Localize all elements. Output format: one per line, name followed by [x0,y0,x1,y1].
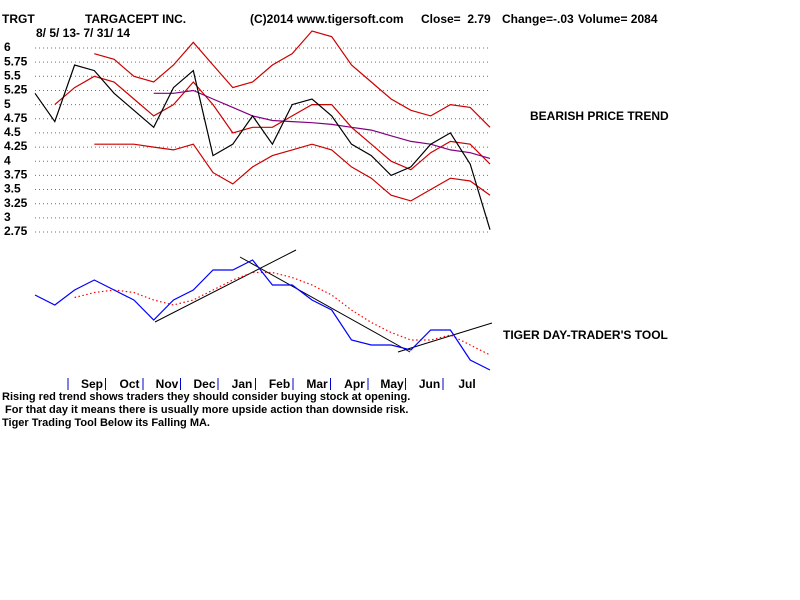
trend-line [154,249,297,323]
series-line [153,89,491,159]
note: Rising red trend shows traders they shou… [2,391,410,403]
y-tick-label: 3 [4,210,11,224]
x-tick-label: Apr [344,377,365,391]
company: TARGACEPT INC. [85,12,186,26]
y-tick-label: 4.5 [4,125,21,139]
y-tick-label: 4.75 [4,111,28,125]
series-line [94,30,491,128]
close: Close= 2.79 [421,12,491,26]
x-tick-label: Nov [156,377,179,391]
note: For that day it means there is usually m… [2,404,408,416]
note: Tiger Trading Tool Below its Falling MA. [2,417,210,429]
y-tick-label: 3.5 [4,182,21,196]
series-line [94,143,491,202]
x-tick-label: Sep [81,377,103,391]
x-tick-label: Jul [458,377,475,391]
y-tick-label: 5.75 [4,54,28,68]
x-tick-label: Feb [269,377,290,391]
y-tick-label: 6 [4,40,11,54]
annotation: TIGER DAY-TRADER'S TOOL [503,328,668,342]
trend-line [239,256,411,353]
ticker: TRGT [2,12,35,26]
x-tick-label: Jun [419,377,440,391]
series-line [34,64,491,230]
date-range: 8/ 5/ 13- 7/ 31/ 14 [36,26,130,40]
y-tick-label: 5 [4,97,11,111]
y-tick-label: 4 [4,153,11,167]
volume: Volume= 2084 [578,12,658,26]
source: (C)2014 www.tigersoft.com [250,12,404,26]
x-tick-label: May [380,377,404,391]
y-tick-label: 3.25 [4,196,28,210]
y-tick-label: 4.25 [4,139,28,153]
y-tick-label: 2.75 [4,224,28,238]
x-tick-label: Jan [232,377,253,391]
trend-line [397,322,493,353]
series-line [34,259,491,371]
y-tick-label: 5.25 [4,83,28,97]
series-line [54,75,491,171]
x-tick-label: Oct [119,377,139,391]
y-tick-label: 3.75 [4,168,28,182]
annotation: BEARISH PRICE TREND [530,109,669,123]
x-tick-label: Dec [193,377,215,391]
y-tick-label: 5.5 [4,68,21,82]
x-tick-label: Mar [306,377,328,391]
change: Change=-.03 [502,12,574,26]
